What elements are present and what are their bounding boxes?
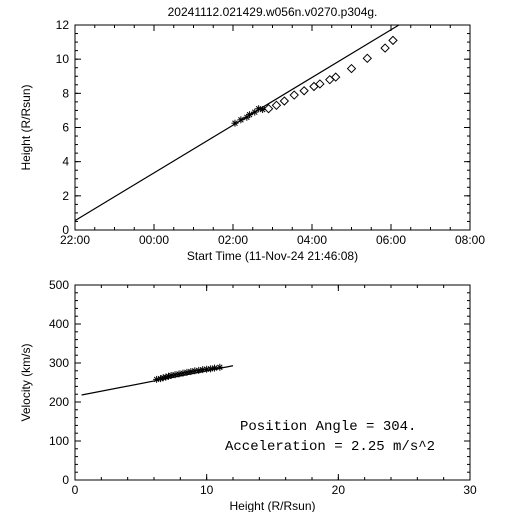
top-diamond-marker <box>290 91 298 99</box>
bottom-xticklabel: 20 <box>332 483 346 497</box>
top-diamond-marker <box>280 97 288 105</box>
top-xticklabel: 00:00 <box>139 233 169 247</box>
bottom-yticklabel: 500 <box>49 278 69 292</box>
top-xticklabel: 06:00 <box>376 233 406 247</box>
bottom-yticklabel: 400 <box>49 317 69 331</box>
top-diamond-marker <box>363 54 371 62</box>
bottom-xticklabel: 10 <box>200 483 214 497</box>
bottom-yticklabel: 300 <box>49 356 69 370</box>
top-yticklabel: 12 <box>56 18 70 32</box>
top-diamond-marker <box>389 36 397 44</box>
bottom-annotation: Acceleration = 2.25 m/s^2 <box>225 439 435 455</box>
top-ylabel: Height (R/Rsun) <box>19 84 33 170</box>
top-yticklabel: 10 <box>56 52 70 66</box>
bottom-yticklabel: 0 <box>62 473 69 487</box>
bottom-annotation: Position Angle = 304. <box>240 419 416 435</box>
top-diamond-marker <box>381 44 389 52</box>
top-yticklabel: 8 <box>62 86 69 100</box>
top-yticklabel: 2 <box>62 189 69 203</box>
bottom-xticklabel: 30 <box>463 483 477 497</box>
top-xticklabel: 02:00 <box>218 233 248 247</box>
figure-title: 20241112.021429.w056n.v0270.p304g. <box>168 5 378 19</box>
bottom-ylabel: Velocity (km/s) <box>19 343 33 421</box>
top-xticklabel: 04:00 <box>297 233 327 247</box>
top-diamond-marker <box>300 87 308 95</box>
top-diamond-marker <box>272 101 280 109</box>
bottom-xticklabel: 0 <box>72 483 79 497</box>
bottom-yticklabel: 100 <box>49 434 69 448</box>
top-yticklabel: 4 <box>62 155 69 169</box>
bottom-xlabel: Height (R/Rsun) <box>229 499 315 512</box>
top-axes <box>75 25 470 230</box>
top-xticklabel: 08:00 <box>455 233 485 247</box>
top-diamond-marker <box>348 65 356 73</box>
top-yticklabel: 0 <box>62 223 69 237</box>
top-yticklabel: 6 <box>62 121 69 135</box>
top-xlabel: Start Time (11-Nov-24 21:46:08) <box>187 249 358 263</box>
bottom-yticklabel: 200 <box>49 395 69 409</box>
